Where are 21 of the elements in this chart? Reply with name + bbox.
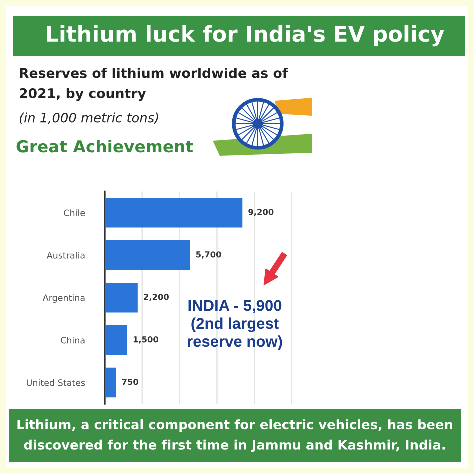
data-label: 750 [122,378,138,386]
text: Great Achievement [16,140,194,153]
y-tick-label: Argentina [42,294,85,303]
text: (in 1,000 metric tons) [20,112,158,124]
y-tick-label: Australia [46,252,85,259]
bar [105,282,138,313]
data-label: 9,200 [248,209,274,216]
chart-title: Lithium luck for India's EV policy [47,25,444,47]
y-tick-label: Chile [64,210,86,216]
chart-subtitle: Reserves of lithium worldwide as of 2021, by country [20,68,288,102]
data-label: 1,500 [134,336,159,344]
bar [105,368,116,398]
bar [105,240,190,270]
data-label: 2,200 [144,294,169,302]
y-tick-label: China [61,336,85,344]
text: Lithium, a critical component for electric vehicles, has been discovered for the first time in Jammu and Kashmir, India. [18,420,452,452]
bar [105,325,128,356]
data-label: 5,700 [196,252,222,259]
annotation: INDIA - 5,900 (2nd largest reserve now) [188,300,282,350]
y-tick-label: United States [27,379,86,386]
bar [105,198,243,228]
